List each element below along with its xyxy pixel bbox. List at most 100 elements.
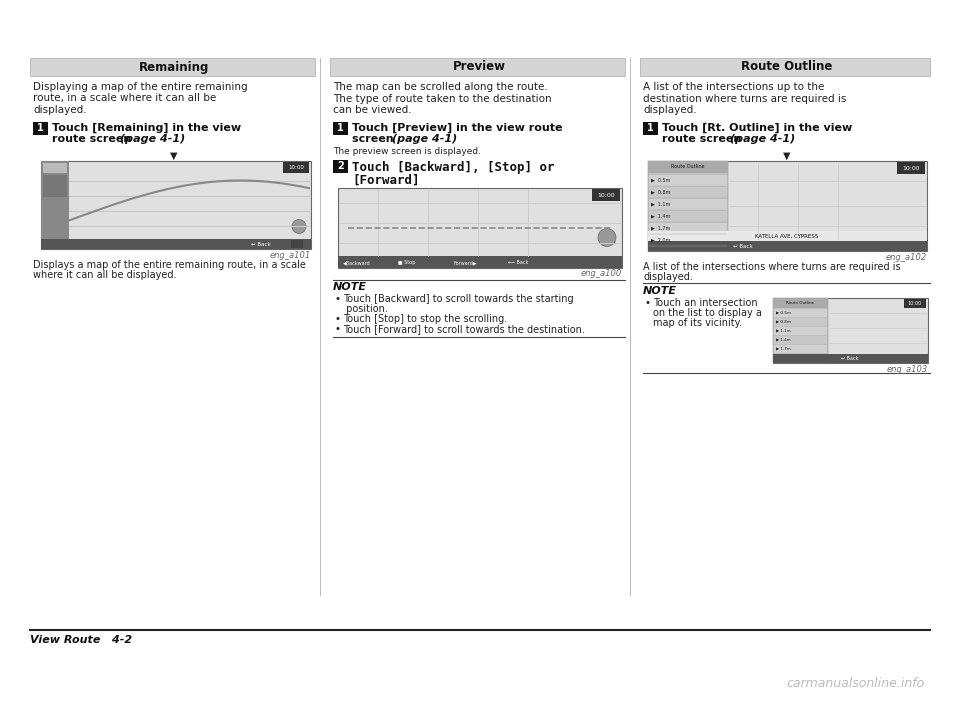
Bar bbox=[333, 159, 348, 173]
Text: where it can all be displayed.: where it can all be displayed. bbox=[33, 270, 177, 280]
Bar bbox=[338, 256, 622, 268]
Bar bbox=[773, 297, 828, 362]
Bar bbox=[338, 188, 622, 268]
Text: 2: 2 bbox=[337, 161, 344, 171]
Text: carmanualsonline.info: carmanualsonline.info bbox=[787, 677, 925, 690]
Bar bbox=[43, 174, 67, 197]
Bar bbox=[774, 309, 827, 316]
Text: screen: screen bbox=[352, 135, 397, 144]
Text: A list of the intersections where turns are required is: A list of the intersections where turns … bbox=[643, 263, 900, 273]
Text: Displaying a map of the entire remaining: Displaying a map of the entire remaining bbox=[33, 82, 248, 92]
Text: Forward▶: Forward▶ bbox=[453, 260, 476, 265]
Bar bbox=[773, 297, 828, 307]
Bar bbox=[773, 353, 928, 362]
Text: (page 4-1): (page 4-1) bbox=[120, 135, 185, 144]
Bar bbox=[774, 336, 827, 343]
Text: NOTE: NOTE bbox=[643, 285, 677, 295]
Bar bbox=[773, 297, 928, 362]
Bar bbox=[333, 122, 348, 135]
Text: ↩ Back: ↩ Back bbox=[251, 242, 271, 247]
Bar bbox=[649, 234, 727, 246]
Text: Touch [Preview] in the view route: Touch [Preview] in the view route bbox=[352, 122, 563, 133]
Text: Touch [Stop] to stop the scrolling.: Touch [Stop] to stop the scrolling. bbox=[343, 314, 507, 324]
Text: (page 4-1): (page 4-1) bbox=[730, 135, 795, 144]
Bar bbox=[774, 345, 827, 353]
Circle shape bbox=[598, 229, 616, 246]
Text: ▼: ▼ bbox=[782, 151, 790, 161]
Bar bbox=[649, 174, 727, 185]
Bar bbox=[592, 188, 620, 200]
Text: eng_a103: eng_a103 bbox=[887, 365, 928, 375]
Text: ▶  0.8m: ▶ 0.8m bbox=[651, 190, 670, 195]
Text: ↩ Back: ↩ Back bbox=[841, 356, 859, 361]
Bar bbox=[774, 317, 827, 326]
Text: KATELLA AVE, CYPRESS: KATELLA AVE, CYPRESS bbox=[756, 234, 819, 239]
Text: displayed.: displayed. bbox=[643, 273, 693, 282]
Text: Route Outline: Route Outline bbox=[671, 164, 705, 169]
Bar bbox=[643, 122, 658, 135]
Text: ▶  2.0m: ▶ 2.0m bbox=[651, 237, 670, 243]
Text: can be viewed.: can be viewed. bbox=[333, 105, 412, 115]
Text: 10:00: 10:00 bbox=[902, 166, 920, 171]
Text: The map can be scrolled along the route.: The map can be scrolled along the route. bbox=[333, 82, 548, 92]
Text: Touch [Forward] to scroll towards the destination.: Touch [Forward] to scroll towards the de… bbox=[343, 324, 585, 334]
Text: A list of the intersections up to the: A list of the intersections up to the bbox=[643, 82, 825, 92]
Text: (page 4-1): (page 4-1) bbox=[392, 135, 457, 144]
Text: Touch an intersection: Touch an intersection bbox=[653, 297, 757, 307]
Text: Displays a map of the entire remaining route, in a scale: Displays a map of the entire remaining r… bbox=[33, 261, 306, 270]
Text: destination where turns are required is: destination where turns are required is bbox=[643, 93, 847, 103]
Text: ⟵ Back: ⟵ Back bbox=[508, 260, 528, 265]
Text: map of its vicinity.: map of its vicinity. bbox=[653, 317, 742, 328]
Text: ◀Backward: ◀Backward bbox=[343, 260, 371, 265]
Text: 10:00: 10:00 bbox=[288, 165, 304, 170]
Text: position.: position. bbox=[343, 304, 388, 314]
Text: Remaining: Remaining bbox=[139, 60, 209, 74]
Text: route, in a scale where it can all be: route, in a scale where it can all be bbox=[33, 93, 216, 103]
Text: ▶ 1.4m: ▶ 1.4m bbox=[776, 338, 791, 341]
Bar bbox=[283, 161, 309, 173]
Bar bbox=[30, 58, 315, 76]
Bar bbox=[648, 161, 927, 251]
Text: ▶ 0.8m: ▶ 0.8m bbox=[776, 319, 791, 324]
Bar bbox=[41, 161, 311, 249]
Bar bbox=[33, 122, 48, 135]
Text: displayed.: displayed. bbox=[33, 105, 86, 115]
Text: ▶  1.7m: ▶ 1.7m bbox=[651, 226, 670, 231]
Text: ▶  1.1m: ▶ 1.1m bbox=[651, 202, 670, 207]
Text: •: • bbox=[335, 295, 341, 304]
Text: Route Outline: Route Outline bbox=[786, 300, 815, 304]
Bar bbox=[43, 163, 67, 173]
Bar bbox=[648, 241, 927, 251]
Text: Touch [Backward] to scroll towards the starting: Touch [Backward] to scroll towards the s… bbox=[343, 295, 574, 304]
Text: •: • bbox=[645, 297, 651, 307]
Text: eng_a102: eng_a102 bbox=[886, 253, 927, 261]
Text: ▶ 0.5m: ▶ 0.5m bbox=[776, 311, 791, 314]
Bar bbox=[774, 326, 827, 334]
Bar bbox=[330, 58, 625, 76]
Bar bbox=[41, 239, 311, 249]
Bar bbox=[649, 222, 727, 234]
Text: Touch [Backward], [Stop] or: Touch [Backward], [Stop] or bbox=[352, 161, 555, 173]
Bar bbox=[649, 210, 727, 222]
Text: The type of route taken to the destination: The type of route taken to the destinati… bbox=[333, 93, 552, 103]
Text: •: • bbox=[335, 314, 341, 324]
Text: eng_a100: eng_a100 bbox=[581, 270, 622, 278]
Text: Route Outline: Route Outline bbox=[741, 60, 832, 74]
Bar bbox=[649, 198, 727, 210]
Text: The preview screen is displayed.: The preview screen is displayed. bbox=[333, 147, 481, 156]
Text: ▶ 1.7m: ▶ 1.7m bbox=[776, 346, 791, 350]
Bar bbox=[648, 231, 927, 241]
Text: Touch [Rt. Outline] in the view: Touch [Rt. Outline] in the view bbox=[662, 122, 852, 133]
Text: displayed.: displayed. bbox=[643, 105, 697, 115]
Text: ▶ 1.1m: ▶ 1.1m bbox=[776, 329, 791, 333]
Bar bbox=[904, 299, 926, 307]
Text: 1: 1 bbox=[647, 123, 654, 133]
Text: 10:00: 10:00 bbox=[597, 193, 614, 198]
Text: Touch [Remaining] in the view: Touch [Remaining] in the view bbox=[52, 122, 241, 133]
Text: route screen: route screen bbox=[662, 135, 745, 144]
Text: on the list to display a: on the list to display a bbox=[653, 307, 762, 317]
Bar bbox=[897, 161, 925, 173]
Circle shape bbox=[292, 219, 306, 234]
Text: View Route   4-2: View Route 4-2 bbox=[30, 635, 132, 645]
Text: eng_a101: eng_a101 bbox=[270, 251, 311, 260]
